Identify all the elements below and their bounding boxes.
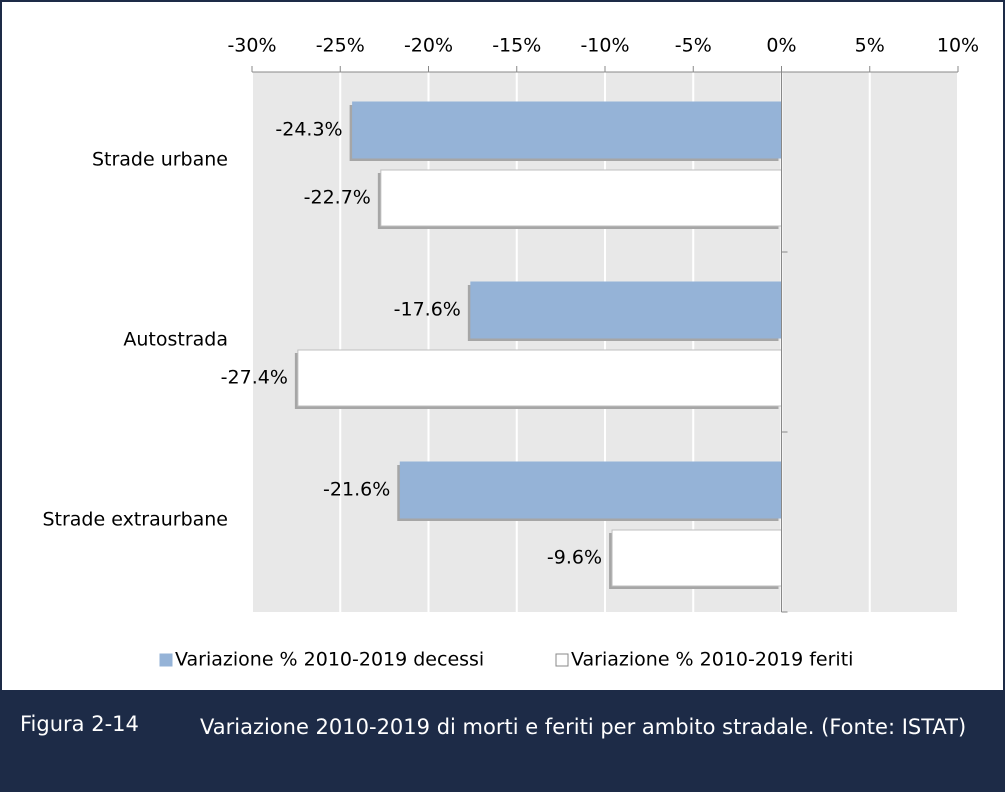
- x-tick-label: 0%: [766, 35, 796, 57]
- value-label: -17.6%: [394, 299, 461, 321]
- y-tick-label: Strade extraurbane: [42, 509, 228, 531]
- chart-frame: [0, 0, 1005, 690]
- value-label: -22.7%: [304, 187, 371, 209]
- value-label: -27.4%: [221, 367, 288, 389]
- x-tick-label: -20%: [404, 35, 453, 57]
- legend-swatch: [159, 653, 173, 667]
- caption: Figura 2-14 Variazione 2010-2019 di mort…: [0, 690, 1005, 792]
- bar: [297, 349, 782, 407]
- x-tick-label: 5%: [855, 35, 885, 57]
- legend-label: Variazione % 2010-2019 feriti: [571, 649, 853, 671]
- x-tick-label: -30%: [227, 35, 276, 57]
- x-tick-label: -15%: [492, 35, 541, 57]
- x-tick-label: -25%: [316, 35, 365, 57]
- bar: [611, 529, 782, 587]
- bar: [399, 461, 782, 519]
- x-tick-label: -10%: [580, 35, 629, 57]
- value-label: -9.6%: [547, 547, 602, 569]
- x-tick-label: -5%: [675, 35, 712, 57]
- caption-text: Variazione 2010-2019 di morti e feriti p…: [200, 715, 967, 739]
- y-tick-label: Strade urbane: [92, 149, 228, 171]
- chart: -30% -25% -20% -15% -10% -5% 0% 5% 10% -24.3% -17.…: [42, 35, 979, 671]
- value-label: -24.3%: [275, 119, 342, 141]
- bar: [352, 101, 782, 159]
- bar: [380, 169, 782, 227]
- value-label: -21.6%: [323, 479, 390, 501]
- caption-label: Figura 2-14: [20, 712, 139, 736]
- x-tick-label: 10%: [937, 35, 979, 57]
- legend-swatch: [555, 653, 569, 667]
- legend-label: Variazione % 2010-2019 decessi: [175, 649, 484, 671]
- bar: [470, 281, 782, 339]
- y-tick-label: Autostrada: [123, 329, 228, 351]
